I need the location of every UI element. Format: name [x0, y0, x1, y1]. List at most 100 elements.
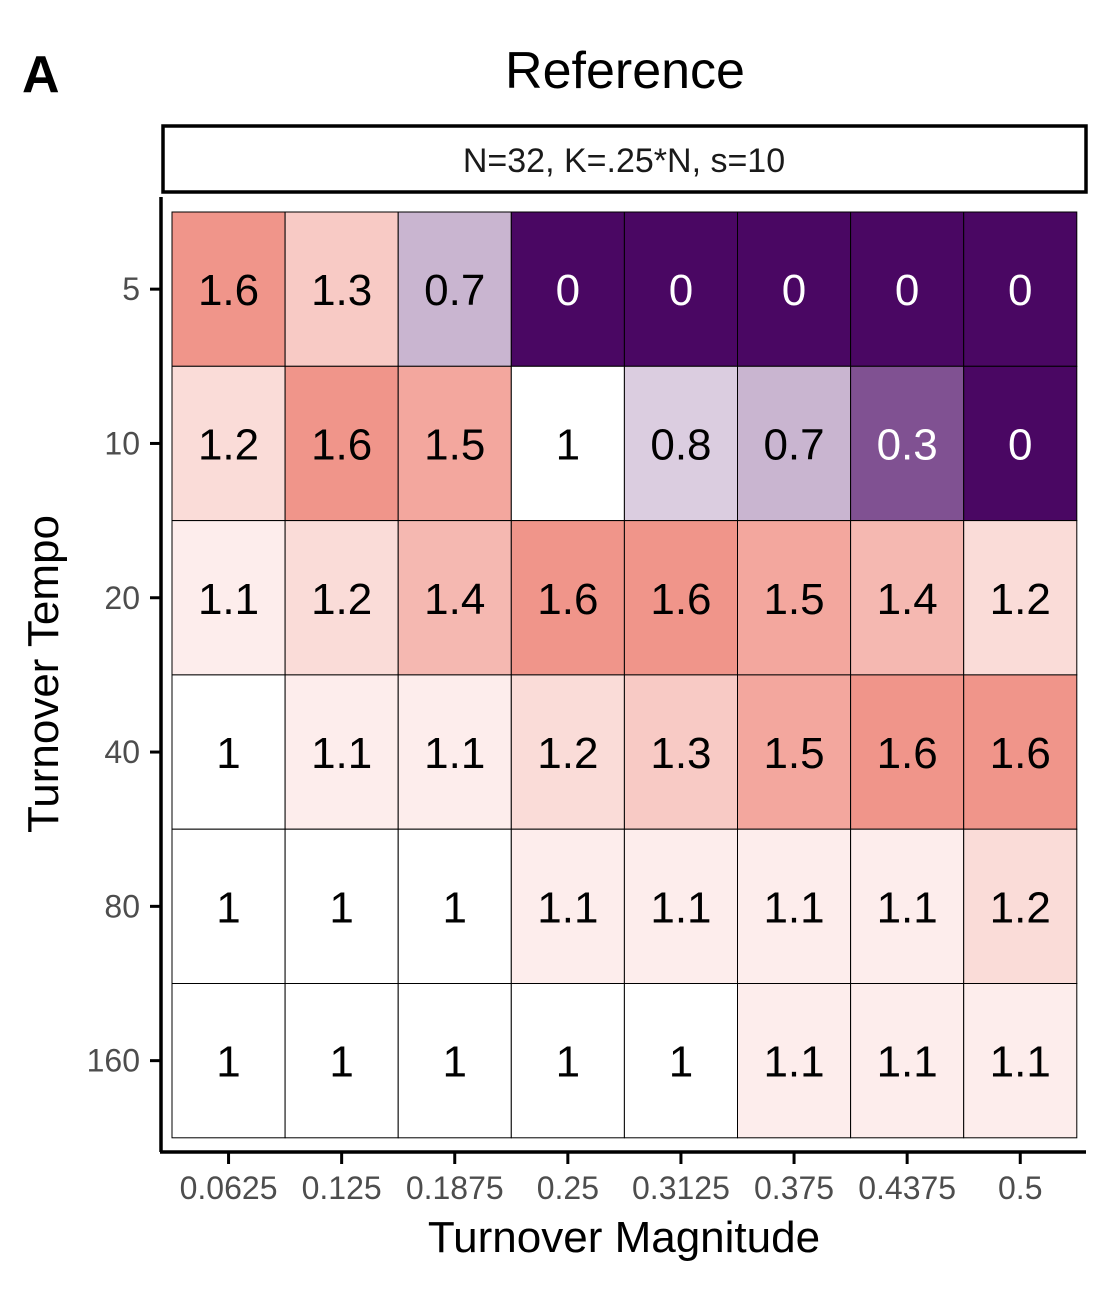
heatmap-cell: [284, 828, 399, 985]
heatmap-cell: [171, 520, 286, 676]
heatmap-cell: [284, 983, 399, 1139]
cell-value-label: 1.6: [877, 729, 938, 778]
x-tick-label: 0.1875: [406, 1170, 504, 1206]
y-axis-title: Turnover Tempo: [19, 515, 68, 833]
heatmap-cell: [284, 520, 399, 676]
cell-value-label: 1: [556, 420, 580, 469]
y-axis-ticks: 5 10 20 40 80 160: [87, 271, 161, 1079]
cell-value-label: 1.4: [877, 575, 938, 624]
cell-value-label: 1.3: [311, 266, 372, 315]
x-tick-label: 0.3125: [632, 1170, 730, 1206]
heatmap-cell: [510, 211, 625, 367]
heatmap-cell: [171, 211, 286, 367]
cell-value-label: 0: [895, 266, 919, 315]
cell-value-label: 0.7: [763, 420, 824, 469]
cell-value-label: 1.5: [763, 729, 824, 778]
y-tick-label: 40: [104, 734, 140, 770]
cell-value-label: 1.1: [650, 883, 711, 932]
y-tick-label: 10: [104, 425, 140, 461]
cell-value-label: 1.2: [198, 420, 259, 469]
cell-value-label: 0: [669, 266, 693, 315]
cell-value-label: 1.2: [311, 575, 372, 624]
heatmap-cell: [737, 674, 852, 830]
heatmap-cell: [623, 828, 739, 985]
cell-value-label: 1: [443, 883, 467, 932]
heatmap-cell: [510, 983, 625, 1139]
heatmap-cell: [171, 365, 286, 522]
heatmap-cell: [737, 365, 852, 522]
cell-value-label: 1: [216, 1038, 240, 1087]
heatmap-cell: [963, 674, 1078, 830]
cell-value-label: 1: [443, 1038, 467, 1087]
cell-value-label: 1.6: [311, 420, 372, 469]
cell-value-label: 1.1: [311, 729, 372, 778]
cell-value-label: 1: [556, 1038, 580, 1087]
cell-value-label: 1: [216, 883, 240, 932]
heatmap-cell: [623, 365, 739, 522]
cell-value-label: 1: [329, 883, 353, 932]
heatmap-cell: [510, 828, 625, 985]
cell-value-label: 1.6: [198, 266, 259, 315]
cell-value-label: 1: [329, 1038, 353, 1087]
heatmap-cell: [397, 674, 512, 830]
cell-value-label: 1.2: [990, 883, 1051, 932]
cell-value-label: 1: [216, 729, 240, 778]
cell-value-label: 1.4: [424, 575, 485, 624]
cell-value-label: 0: [556, 266, 580, 315]
cell-value-label: 0: [1008, 266, 1032, 315]
panel-label: A: [22, 46, 60, 104]
cell-value-label: 0: [1008, 420, 1032, 469]
heatmap-cell: [623, 211, 739, 367]
heatmap-cell: [737, 983, 852, 1139]
heatmap-cell: [510, 365, 625, 522]
x-tick-label: 0.125: [302, 1170, 382, 1206]
heatmap-cell: [963, 983, 1078, 1139]
heatmap-cell: [397, 211, 512, 367]
y-tick-label: 5: [122, 271, 140, 307]
heatmap-cell: [737, 828, 852, 985]
x-tick-label: 0.0625: [180, 1170, 278, 1206]
heatmap-cell: [397, 828, 512, 985]
heatmap-cell: [284, 211, 399, 367]
cell-value-label: 1.1: [877, 883, 938, 932]
cell-value-label: 0.3: [877, 420, 938, 469]
heatmap-cell: [510, 674, 625, 830]
cell-value-label: 1.1: [877, 1038, 938, 1087]
x-tick-label: 0.375: [754, 1170, 834, 1206]
heatmap-cell: [397, 520, 512, 676]
cell-value-label: 0.8: [650, 420, 711, 469]
facet-strip: [161, 124, 1088, 194]
heatmap-cell: [850, 365, 965, 522]
y-tick-label: 20: [104, 580, 140, 616]
heatmap-cell: [171, 983, 286, 1139]
cell-value-label: 1.6: [990, 729, 1051, 778]
heatmap-cell: [284, 674, 399, 830]
x-axis-ticks: 0.0625 0.125 0.1875 0.25 0.3125 0.375 0.4375 0.…: [180, 1152, 1042, 1206]
heatmap-cells: [171, 211, 1078, 1139]
cell-value-label: 1.6: [537, 575, 598, 624]
cell-value-label: 1.2: [537, 729, 598, 778]
heatmap-cell: [623, 520, 739, 676]
chart-title: Reference: [505, 42, 745, 100]
heatmap-cell: [850, 211, 965, 367]
heatmap-cell: [737, 520, 852, 676]
x-axis-title: Turnover Magnitude: [428, 1213, 820, 1262]
cell-value-label: 1.5: [424, 420, 485, 469]
x-tick-label: 0.5: [998, 1170, 1042, 1206]
cell-value-label: 1.6: [650, 575, 711, 624]
cell-value-label: 1.3: [650, 729, 711, 778]
heatmap-cell: [397, 365, 512, 522]
heatmap-cell: [850, 983, 965, 1139]
cell-value-label: 1.1: [763, 1038, 824, 1087]
heatmap-cell-labels: 1.6 1.3 0.7 0 0 0 0 0 1.2 1.6 1.5 1 0.8 0.7 0.3 0 1.1 1.2…: [198, 266, 1051, 1087]
facet-strip-label: N=32, K=.25*N, s=10: [463, 142, 785, 180]
cell-value-label: 1.1: [198, 575, 259, 624]
heatmap-cell: [510, 520, 625, 676]
heatmap-cell: [623, 983, 739, 1139]
cell-value-label: 1.1: [424, 729, 485, 778]
heatmap-cell: [963, 365, 1078, 522]
cell-value-label: 1.1: [763, 883, 824, 932]
cell-value-label: 1.1: [537, 883, 598, 932]
x-tick-label: 0.4375: [858, 1170, 956, 1206]
